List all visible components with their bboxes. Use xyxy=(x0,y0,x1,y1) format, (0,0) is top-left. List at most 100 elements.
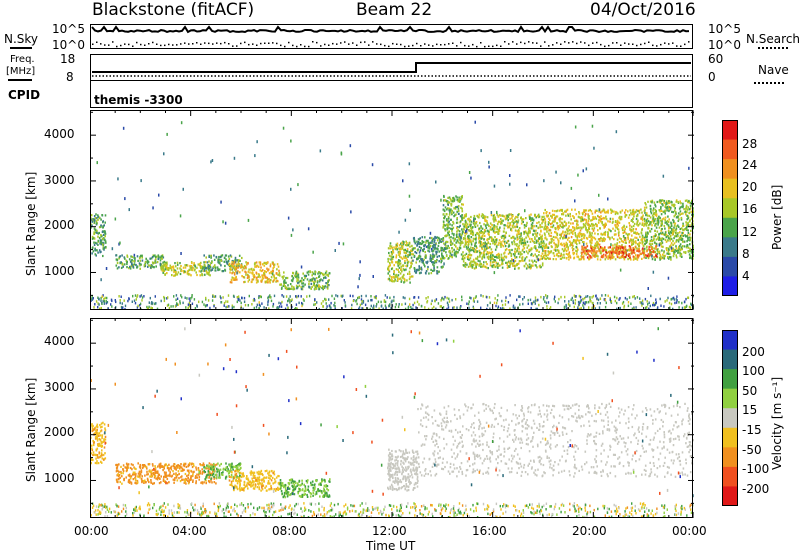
power-cell xyxy=(538,215,541,218)
power-cell xyxy=(673,209,676,212)
power-clutter-cell xyxy=(582,298,584,301)
power-cell xyxy=(654,233,657,236)
velocity-ytick-1000: 1000 xyxy=(44,471,75,485)
power-cell xyxy=(234,266,236,269)
power-cell xyxy=(482,242,485,245)
power-clutter-cell xyxy=(448,300,451,303)
power-clutter-cell xyxy=(188,301,191,305)
power-cell xyxy=(544,233,546,236)
power-cell xyxy=(271,269,274,272)
power-cell xyxy=(658,236,661,239)
power-cell xyxy=(516,230,519,233)
power-cell xyxy=(638,209,641,212)
power-clutter-cell xyxy=(362,301,365,304)
power-cell xyxy=(476,257,478,260)
power-cell xyxy=(632,255,635,258)
power-cell xyxy=(498,228,501,231)
power-clutter-cell xyxy=(619,306,621,310)
power-cell xyxy=(311,285,313,288)
power-cell xyxy=(607,211,609,214)
power-clutter-cell xyxy=(370,304,372,308)
power-clutter-cell xyxy=(395,303,397,306)
power-cell xyxy=(595,252,598,255)
power-cell xyxy=(479,263,481,266)
power-cell xyxy=(679,231,681,234)
power-cell xyxy=(394,275,397,278)
power-cell xyxy=(464,219,467,222)
power-clutter-cell xyxy=(519,295,521,298)
power-clutter-cell xyxy=(203,303,205,306)
power-cell xyxy=(104,230,106,233)
power-cell xyxy=(292,276,295,279)
power-cell xyxy=(418,254,421,257)
power-cell xyxy=(484,228,486,232)
power-cell xyxy=(387,278,390,281)
power-cell xyxy=(491,256,493,259)
power-clutter-cell xyxy=(603,298,605,301)
power-cell xyxy=(651,246,654,249)
power-cell xyxy=(490,239,493,242)
power-cell xyxy=(458,226,460,229)
power-cell xyxy=(533,225,535,228)
power-cell xyxy=(256,264,259,267)
power-cell xyxy=(643,239,646,242)
power-cell xyxy=(99,251,101,254)
power-cell xyxy=(562,226,564,229)
power-cell xyxy=(564,210,566,213)
power-cell xyxy=(193,262,195,265)
power-cell xyxy=(689,247,691,250)
power-cell xyxy=(685,213,687,216)
power-cell xyxy=(451,211,453,214)
power-cell xyxy=(603,237,605,240)
power-cell xyxy=(590,234,593,237)
power-cell xyxy=(673,224,676,227)
power-clutter-cell xyxy=(155,302,157,305)
power-cell xyxy=(514,220,516,223)
power-cell xyxy=(470,260,472,263)
power-cell xyxy=(97,251,99,254)
power-clutter-cell xyxy=(642,302,644,305)
power-cell xyxy=(547,223,550,226)
power-cell xyxy=(587,223,589,227)
power-cell xyxy=(529,231,531,234)
power-cell xyxy=(579,258,582,261)
power-cell xyxy=(266,276,269,280)
power-cell xyxy=(623,224,625,227)
noise-search-dot xyxy=(236,45,238,47)
power-cell xyxy=(547,250,549,253)
power-cell xyxy=(637,243,639,246)
power-clutter-cell xyxy=(636,296,639,299)
power-cell xyxy=(470,246,472,249)
power-cell xyxy=(563,225,566,228)
noise-search-dot xyxy=(340,42,342,44)
power-cell xyxy=(591,224,594,227)
power-cell xyxy=(540,229,542,232)
noise-search-dot xyxy=(312,41,314,43)
noise-search-dot xyxy=(372,41,374,43)
power-cell xyxy=(514,217,516,220)
power-cell xyxy=(674,207,676,210)
power-cell xyxy=(445,234,447,237)
power-cell xyxy=(572,215,574,218)
power-cell xyxy=(536,249,539,252)
power-cell xyxy=(393,272,395,275)
power-cell xyxy=(651,224,653,227)
power-cell xyxy=(509,249,511,252)
power-cell xyxy=(624,213,627,216)
power-cell xyxy=(508,261,511,264)
power-cell xyxy=(483,223,485,226)
power-cell xyxy=(265,270,267,274)
power-cell xyxy=(603,225,606,228)
power-cell xyxy=(406,279,408,282)
power-cell xyxy=(157,257,160,260)
power-cell xyxy=(689,219,691,222)
power-cell xyxy=(551,240,553,243)
power-clutter-cell xyxy=(577,306,579,309)
power-cell xyxy=(587,229,589,232)
power-cell xyxy=(492,229,495,232)
power-cell xyxy=(461,196,463,199)
power-cell xyxy=(492,216,495,219)
power-cell xyxy=(506,266,509,269)
power-cell xyxy=(682,206,684,209)
power-cell xyxy=(444,206,447,209)
